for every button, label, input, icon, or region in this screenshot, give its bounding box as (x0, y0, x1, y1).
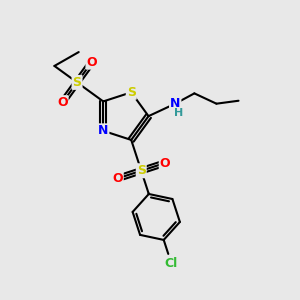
Text: O: O (86, 56, 97, 69)
Text: Cl: Cl (165, 257, 178, 270)
Text: H: H (174, 108, 183, 118)
Text: O: O (57, 96, 68, 109)
Text: O: O (160, 157, 170, 169)
Text: N: N (98, 124, 108, 137)
Text: N: N (170, 97, 180, 110)
Text: S: S (127, 86, 136, 99)
Text: S: S (137, 164, 146, 177)
Text: S: S (73, 76, 82, 89)
Text: O: O (112, 172, 123, 185)
